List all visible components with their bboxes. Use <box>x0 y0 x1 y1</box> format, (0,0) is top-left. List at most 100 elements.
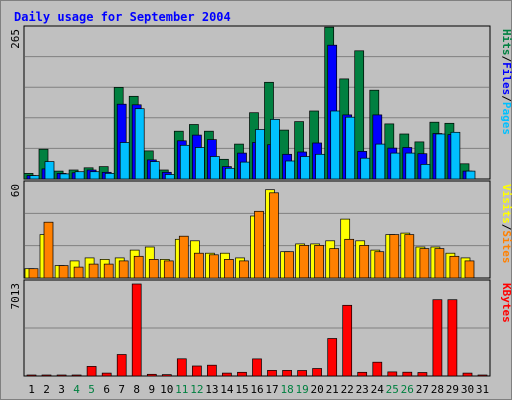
x-tick-label-day-25: 25 <box>386 383 399 396</box>
bar-pages-day-7 <box>119 142 130 180</box>
bar-sites-day-9 <box>148 259 159 279</box>
x-tick-label-day-7: 7 <box>118 383 125 396</box>
x-tick-label-day-12: 12 <box>190 383 203 396</box>
bar-sites-day-3 <box>58 265 69 279</box>
bar-kbytes-day-19 <box>297 370 307 377</box>
legend-entry: Files <box>500 62 512 95</box>
x-tick-label-day-24: 24 <box>371 383 385 396</box>
bar-kbytes-day-8 <box>131 283 142 377</box>
bar-kbytes-day-4 <box>71 374 82 377</box>
bar-sites-day-19 <box>299 245 309 279</box>
x-tick-label-day-9: 9 <box>148 383 155 396</box>
bar-kbytes-day-22 <box>342 304 353 377</box>
bar-sites-day-16 <box>254 210 264 279</box>
bar-sites-day-20 <box>314 245 324 279</box>
bar-pages-day-26 <box>405 152 416 180</box>
x-tick-label-day-31: 31 <box>476 383 489 396</box>
bar-pages-day-9 <box>149 161 160 180</box>
bar-sites-day-17 <box>269 192 279 279</box>
bar-pages-day-27 <box>420 164 431 180</box>
bar-kbytes-day-23 <box>357 371 368 377</box>
x-tick-label-day-16: 16 <box>250 383 263 396</box>
bar-pages-day-24 <box>375 143 386 180</box>
chart-title: Daily usage for September 2004 <box>14 10 231 24</box>
bar-pages-day-2 <box>44 161 55 180</box>
bar-pages-day-17 <box>270 119 280 180</box>
x-tick-label-day-1: 1 <box>28 383 35 396</box>
x-tick-label-day-2: 2 <box>43 383 50 396</box>
bar-kbytes-day-27 <box>417 372 428 377</box>
bar-sites-day-8 <box>133 255 144 279</box>
bar-sites-day-25 <box>389 234 400 279</box>
bar-pages-day-12 <box>195 147 205 180</box>
bar-pages-day-6 <box>104 173 115 180</box>
legend-entry: Hits <box>500 29 512 56</box>
bar-pages-day-28 <box>435 133 446 180</box>
bar-kbytes-day-3 <box>56 374 67 377</box>
x-tick-label-day-19: 19 <box>295 383 308 396</box>
x-tick-label-day-13: 13 <box>205 383 218 396</box>
bar-sites-day-4 <box>73 266 84 279</box>
bar-pages-day-8 <box>134 108 145 180</box>
axis-max-label: 7013 <box>9 283 22 310</box>
bar-pages-day-16 <box>255 129 265 180</box>
bar-kbytes-day-6 <box>101 372 112 377</box>
bar-sites-day-23 <box>359 245 370 279</box>
bar-kbytes-day-10 <box>161 374 172 377</box>
x-tick-label-day-3: 3 <box>58 383 65 396</box>
bar-kbytes-day-18 <box>282 370 292 377</box>
bar-kbytes-day-11 <box>176 358 187 377</box>
bar-kbytes-day-9 <box>146 373 157 377</box>
bar-kbytes-day-14 <box>222 372 232 377</box>
bar-kbytes-day-25 <box>387 371 398 377</box>
bar-sites-day-14 <box>224 259 234 279</box>
bar-kbytes-day-1 <box>26 374 37 377</box>
bar-kbytes-day-20 <box>312 368 322 377</box>
bar-kbytes-day-15 <box>237 371 247 377</box>
bar-sites-day-11 <box>178 235 189 279</box>
bar-pages-day-23 <box>360 157 371 180</box>
bar-sites-day-18 <box>284 251 294 279</box>
x-tick-label-day-29: 29 <box>446 383 459 396</box>
bar-sites-day-27 <box>419 248 430 279</box>
bar-kbytes-day-7 <box>116 354 127 377</box>
bar-sites-day-29 <box>449 255 460 279</box>
bar-pages-day-10 <box>164 174 175 180</box>
bar-sites-day-12 <box>194 252 204 279</box>
x-tick-label-day-27: 27 <box>416 383 429 396</box>
bar-pages-day-13 <box>210 156 220 180</box>
x-tick-label-day-23: 23 <box>356 383 369 396</box>
x-tick-label-day-17: 17 <box>265 383 278 396</box>
panel-legend: Hits/Files/Pages <box>500 29 512 135</box>
bar-sites-day-13 <box>209 254 219 279</box>
bar-sites-day-21 <box>329 248 340 279</box>
legend-entry: / <box>500 56 512 63</box>
bar-pages-day-3 <box>59 173 70 180</box>
bar-sites-day-24 <box>374 251 385 279</box>
axis-max-label: 60 <box>9 184 22 197</box>
bar-pages-day-1 <box>29 175 40 180</box>
bar-kbytes-day-26 <box>402 371 413 377</box>
bar-sites-day-1 <box>28 268 39 279</box>
bar-sites-day-2 <box>43 221 54 279</box>
bar-sites-day-28 <box>434 248 445 279</box>
bar-kbytes-day-28 <box>432 299 443 377</box>
axis-max-label: 265 <box>9 29 22 49</box>
x-tick-label-day-8: 8 <box>133 383 140 396</box>
bar-sites-day-22 <box>344 238 355 279</box>
bar-pages-day-30 <box>465 170 476 180</box>
bar-pages-day-22 <box>345 116 356 180</box>
x-tick-label-day-30: 30 <box>461 383 474 396</box>
x-tick-label-day-10: 10 <box>160 383 173 396</box>
bar-sites-day-6 <box>103 263 114 279</box>
bar-pages-day-20 <box>315 153 325 180</box>
x-tick-label-day-15: 15 <box>235 383 248 396</box>
bar-sites-day-10 <box>163 260 174 279</box>
panel-legend: KBytes <box>500 283 512 323</box>
x-tick-label-day-21: 21 <box>326 383 339 396</box>
bar-sites-day-7 <box>118 260 129 279</box>
bar-pages-day-4 <box>74 171 85 180</box>
bar-pages-day-15 <box>240 161 250 180</box>
bar-kbytes-day-2 <box>41 374 52 377</box>
